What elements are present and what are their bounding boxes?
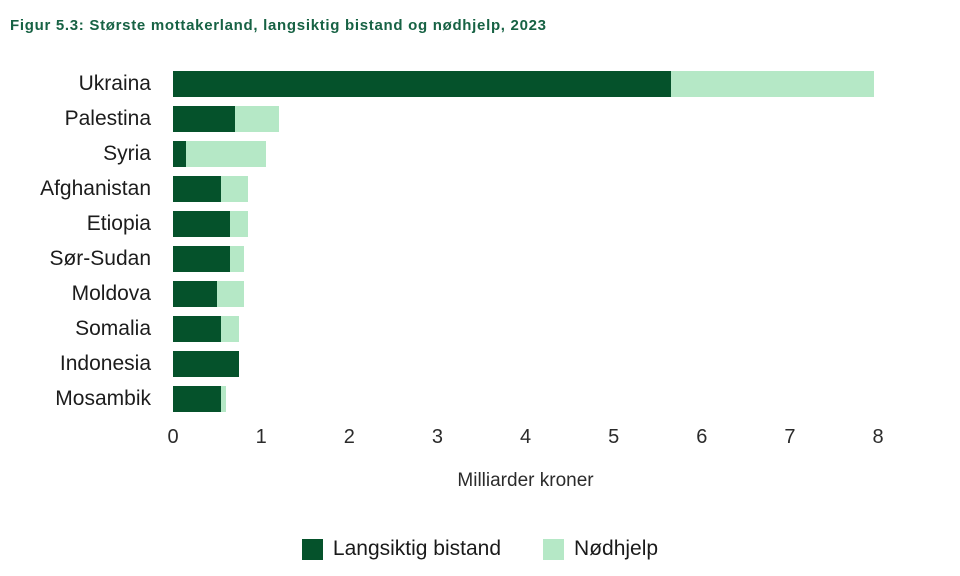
- x-tick-label: 0: [167, 426, 179, 448]
- bar-row: Palestina: [0, 101, 960, 136]
- bar-segment-langsiktig-bistand: [173, 350, 240, 377]
- x-tick-label: 6: [696, 426, 708, 448]
- bar-track: [173, 350, 878, 377]
- bar-track: [173, 385, 878, 412]
- bar-track: [173, 140, 878, 167]
- bar-track: [173, 315, 878, 342]
- bar-segment-nodhjelp: [221, 385, 226, 412]
- legend-label: Nødhjelp: [574, 537, 659, 560]
- bar-track: [173, 175, 878, 202]
- bar-segment-langsiktig-bistand: [173, 315, 222, 342]
- category-label: Ukraina: [78, 71, 151, 95]
- bar-segment-langsiktig-bistand: [173, 140, 187, 167]
- category-label: Palestina: [64, 106, 151, 130]
- bar-row: Moldova: [0, 276, 960, 311]
- bar-segment-nodhjelp: [230, 245, 244, 272]
- bar-track: [173, 280, 878, 307]
- bar-row: Afghanistan: [0, 171, 960, 206]
- bar-row: Etiopia: [0, 206, 960, 241]
- category-label: Mosambik: [55, 386, 151, 410]
- bar-segment-langsiktig-bistand: [173, 280, 218, 307]
- bar-chart: Ukraina Palestina Syria Afghanistan Etiopia S…: [0, 66, 960, 416]
- bar-row: Somalia: [0, 311, 960, 346]
- bar-segment-langsiktig-bistand: [173, 245, 231, 272]
- bar-segment-langsiktig-bistand: [173, 385, 222, 412]
- x-tick-label: 7: [784, 426, 796, 448]
- category-label: Somalia: [75, 316, 151, 340]
- category-label: Indonesia: [59, 351, 151, 375]
- category-label: Sør-Sudan: [49, 246, 151, 270]
- bar-track: [173, 210, 878, 237]
- x-tick-label: 8: [872, 426, 884, 448]
- bar-segment-langsiktig-bistand: [173, 70, 671, 97]
- x-axis-ticks: 0 1 2 3 4 5 6 7 8: [167, 426, 883, 450]
- bar-segment-nodhjelp: [186, 140, 266, 167]
- bar-track: [173, 70, 878, 97]
- bar-segment-langsiktig-bistand: [173, 105, 235, 132]
- x-tick-label: 1: [255, 426, 267, 448]
- x-tick-label: 2: [343, 426, 355, 448]
- legend-item-langsiktig-bistand: Langsiktig bistand: [301, 537, 502, 561]
- x-axis-label: Milliarder kroner: [457, 470, 594, 491]
- figure-title: Figur 5.3: Største mottakerland, langsik…: [10, 17, 547, 34]
- category-label: Afghanistan: [40, 176, 151, 200]
- bar-segment-nodhjelp: [234, 105, 279, 132]
- bar-track: [173, 105, 878, 132]
- langsiktig-bistand-swatch-icon: [301, 538, 323, 560]
- bar-segment-langsiktig-bistand: [173, 175, 222, 202]
- bar-track: [173, 245, 878, 272]
- legend: Langsiktig bistand Nødhjelp: [0, 537, 960, 561]
- bar-row: Sør-Sudan: [0, 241, 960, 276]
- bar-segment-nodhjelp: [670, 70, 874, 97]
- x-tick-label: 3: [431, 426, 443, 448]
- bar-segment-nodhjelp: [221, 315, 240, 342]
- x-tick-label: 5: [608, 426, 620, 448]
- bar-segment-nodhjelp: [217, 280, 244, 307]
- category-label: Syria: [103, 141, 151, 165]
- nodhjelp-swatch-icon: [543, 538, 565, 560]
- bar-row: Ukraina: [0, 66, 960, 101]
- bar-row: Indonesia: [0, 346, 960, 381]
- bar-segment-nodhjelp: [221, 175, 248, 202]
- bar-row: Syria: [0, 136, 960, 171]
- legend-item-nodhjelp: Nødhjelp: [543, 537, 658, 561]
- bar-row: Mosambik: [0, 381, 960, 416]
- x-tick-label: 4: [519, 426, 532, 448]
- category-label: Etiopia: [86, 211, 151, 235]
- bar-segment-nodhjelp: [230, 210, 248, 237]
- bar-segment-langsiktig-bistand: [173, 210, 231, 237]
- legend-label: Langsiktig bistand: [332, 537, 502, 560]
- category-label: Moldova: [71, 281, 151, 305]
